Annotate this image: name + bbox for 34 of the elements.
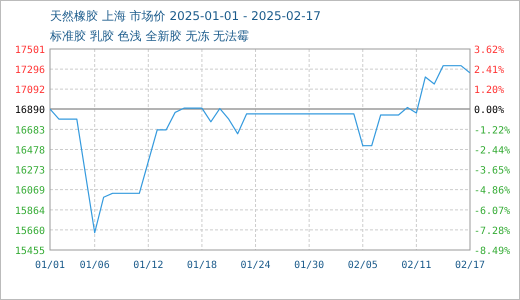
chart-title: 天然橡胶 上海 市场价 2025-01-01 - 2025-02-17 <box>50 9 321 23</box>
y-tick-label: 16683 <box>14 125 45 136</box>
x-tick-label: 01/06 <box>80 260 110 271</box>
y-tick-label: 15455 <box>14 246 45 257</box>
x-tick-label: 01/18 <box>186 260 217 271</box>
y-tick-label: 15864 <box>14 206 45 217</box>
y-tick-label: 16478 <box>14 146 45 156</box>
y2-tick-label: -4.86% <box>474 186 510 197</box>
y-tick-label: 17501 <box>14 45 45 56</box>
chart-subtitle: 标准胶 乳胶 色浅 全新胶 无冻 无法霉 <box>49 29 250 43</box>
y-tick-label: 16273 <box>14 166 45 177</box>
x-tick-label: 01/30 <box>294 260 324 271</box>
y2-tick-label: -6.07% <box>474 206 510 217</box>
y-tick-label: 17092 <box>14 85 45 96</box>
x-tick-label: 02/17 <box>454 260 486 271</box>
x-tick-label: 02/11 <box>401 260 432 271</box>
x-tick-label: 01/12 <box>133 260 164 271</box>
y2-tick-label: 0.00% <box>474 105 504 116</box>
y2-tick-label: 2.41% <box>474 65 504 76</box>
y-tick-label: 16890 <box>14 105 45 116</box>
x-tick-label: 01/24 <box>240 260 271 271</box>
y2-tick-label: -7.28% <box>474 226 510 237</box>
y-tick-label: 17296 <box>14 65 45 76</box>
y-tick-label: 16069 <box>14 186 45 197</box>
y-tick-label: 15660 <box>14 226 45 237</box>
y2-tick-label: -8.49% <box>474 246 510 257</box>
y2-tick-label: 1.20% <box>474 85 504 96</box>
x-tick-label: 01/01 <box>34 260 66 271</box>
y2-tick-label: -2.44% <box>474 146 510 157</box>
x-tick-label: 02/05 <box>348 260 378 271</box>
y2-tick-label: -1.22% <box>474 125 510 136</box>
y2-tick-label: 3.62% <box>474 45 504 56</box>
y2-tick-label: -3.65% <box>474 166 510 177</box>
line-series <box>49 65 471 234</box>
